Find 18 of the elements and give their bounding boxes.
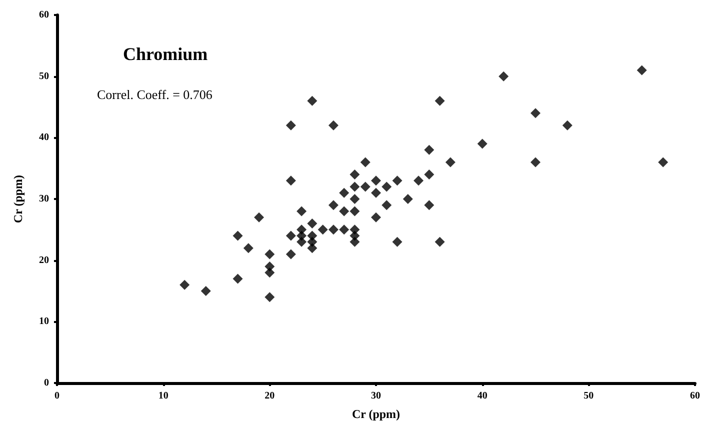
x-tick-label: 30 [371,390,381,402]
y-axis-title: Cr (ppm) [11,174,25,224]
y-tick-label: 60 [39,10,49,20]
x-tick-label: 20 [264,390,275,402]
annotation: Correl. Coeff. = 0.706 [97,87,213,102]
x-axis-title: Cr (ppm) [352,407,400,421]
y-tick-label: 40 [39,132,49,144]
x-tick-label: 40 [477,390,488,402]
y-tick-label: 0 [44,378,49,388]
x-tick-label: 0 [54,390,60,402]
y-tick-label: 50 [39,70,49,82]
text: Chromium [123,44,208,64]
x-tick-label: 50 [584,390,594,402]
y-tick-label: 10 [39,316,49,328]
y-tick-label: 20 [39,254,49,266]
x-tick-label: 60 [690,390,700,402]
y-tick-label: 30 [39,194,49,204]
x-tick-label: 10 [158,390,168,402]
